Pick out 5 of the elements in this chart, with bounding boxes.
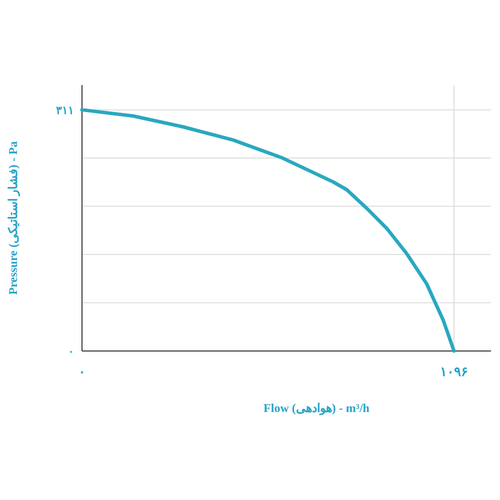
line-series — [80, 108, 456, 353]
x-axis-title: Flow (هوادهی) - m³/h — [264, 401, 370, 416]
y-axis-title: Pressure (فشار استاتیکی) - Pa — [6, 141, 21, 295]
x-tick-label: ۱۰۹۶ — [440, 364, 468, 379]
y-tick-label: ۳۱۱ — [56, 104, 74, 117]
